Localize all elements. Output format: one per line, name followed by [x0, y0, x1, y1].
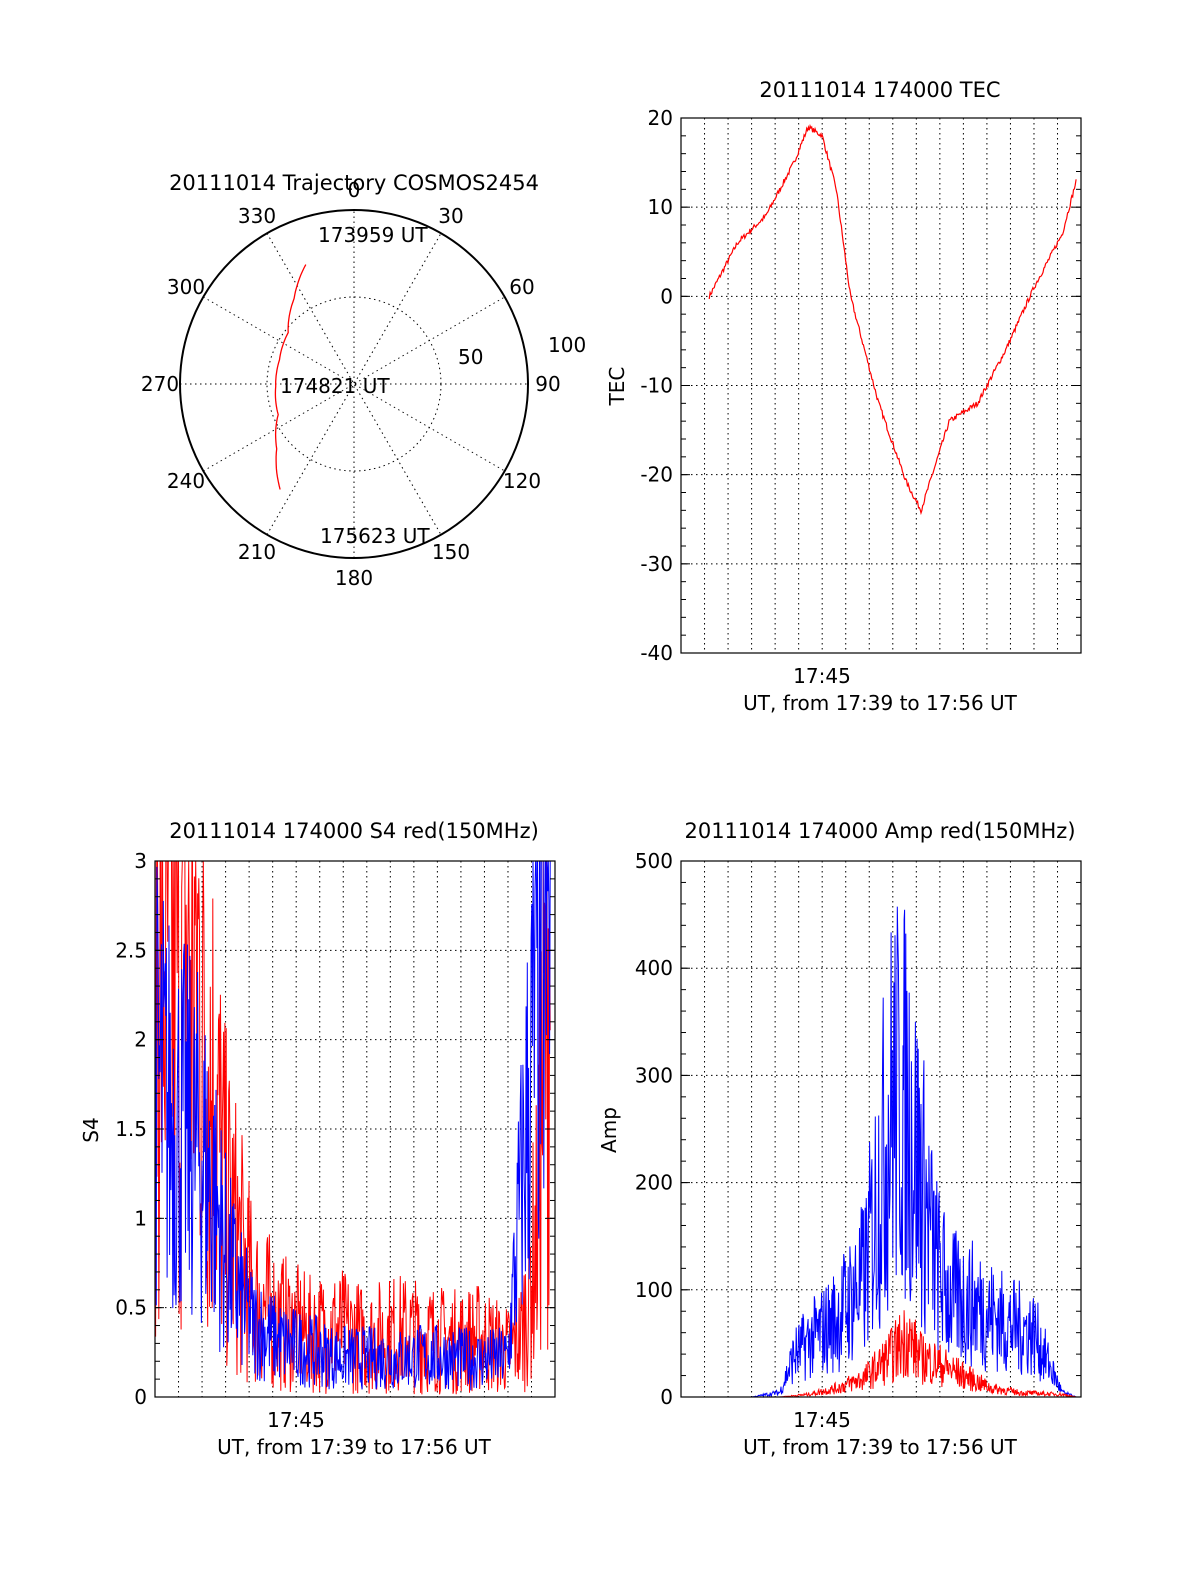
tec-grid	[681, 118, 1081, 653]
amp-panel: 20111014 174000 Amp red(150MHz) 0 100 200 3…	[597, 819, 1082, 1459]
trajectory-end-label: 175623 UT	[320, 524, 430, 548]
y-tick-label: -20	[640, 463, 673, 487]
polar-spoke	[203, 296, 505, 472]
trajectory-mid-label: 174821 UT	[280, 374, 390, 398]
s4-title: 20111014 174000 S4 red(150MHz)	[169, 819, 539, 843]
y-tick-label: 1	[134, 1206, 147, 1230]
tec-ylabel: TEC	[605, 367, 629, 407]
s4-ylabel: S4	[79, 1117, 103, 1142]
s4-xtick: 17:45	[267, 1408, 325, 1432]
amp-title: 20111014 174000 Amp red(150MHz)	[684, 819, 1075, 843]
y-tick-label: 20	[648, 106, 673, 130]
radial-label-100: 100	[548, 333, 586, 357]
tec-series	[708, 123, 1077, 516]
polar-angle-label: 300	[167, 275, 205, 299]
y-tick-label: 300	[635, 1063, 673, 1087]
polar-angle-label: 330	[238, 204, 276, 228]
polar-spoke	[266, 233, 442, 535]
radial-label-50: 50	[458, 345, 483, 369]
amp-xlabel: UT, from 17:39 to 17:56 UT	[743, 1435, 1018, 1459]
polar-angle-label: 240	[167, 469, 205, 493]
tec-xtick: 17:45	[793, 664, 851, 688]
amp-ylabel: Amp	[597, 1107, 621, 1153]
y-tick-label: 400	[635, 956, 673, 980]
polar-outer-circle	[179, 209, 529, 559]
polar-angle-label: 90	[535, 372, 560, 396]
y-tick-label: 100	[635, 1278, 673, 1302]
tec-xlabel: UT, from 17:39 to 17:56 UT	[743, 691, 1018, 715]
trajectory-panel: 20111014 Trajectory COSMOS2454 0 30 60 90 12…	[141, 171, 586, 590]
polar-angle-label: 150	[432, 540, 470, 564]
trajectory-start-label: 173959 UT	[318, 223, 428, 247]
y-tick-label: 10	[648, 195, 673, 219]
polar-grid	[180, 210, 528, 558]
amp-y-ticks: 0 100 200 300 400 500	[635, 849, 1081, 1409]
polar-angle-label: 60	[509, 275, 534, 299]
y-tick-label: 500	[635, 849, 673, 873]
y-tick-label: 3	[134, 849, 147, 873]
s4-y-ticks: 0 0.5 1 1.5 2 2.5 3	[115, 849, 555, 1409]
amp-grid	[681, 861, 1081, 1397]
s4-panel: 20111014 174000 S4 red(150MHz) 0 0.5 1 1.5 2…	[79, 819, 556, 1459]
y-tick-label: -30	[640, 552, 673, 576]
polar-angle-label: 180	[335, 566, 373, 590]
y-tick-label: -10	[640, 374, 673, 398]
trajectory-title: 20111014 Trajectory COSMOS2454	[169, 171, 539, 195]
y-tick-label: 2	[134, 1028, 147, 1052]
y-tick-label: 0	[660, 284, 673, 308]
y-tick-label: 2.5	[115, 938, 147, 962]
s4-xlabel: UT, from 17:39 to 17:56 UT	[217, 1435, 492, 1459]
tec-y-ticks: -40 -30 -20 -10 0 10 20	[640, 106, 1081, 665]
polar-angle-label: 30	[438, 204, 463, 228]
polar-spoke	[203, 296, 505, 472]
amp-red-series	[709, 1310, 1077, 1398]
polar-angle-label: 0	[348, 178, 361, 202]
y-tick-label: 200	[635, 1171, 673, 1195]
y-tick-label: -40	[640, 641, 673, 665]
y-tick-label: 0	[660, 1385, 673, 1409]
polar-angle-labels: 0 30 60 90 120 150 180 210 240 270 300 330	[141, 178, 561, 590]
polar-angle-label: 120	[503, 469, 541, 493]
polar-angle-label: 270	[141, 372, 179, 396]
amp-xtick: 17:45	[793, 1408, 851, 1432]
polar-spoke	[266, 233, 442, 535]
tec-title: 20111014 174000 TEC	[759, 78, 1000, 102]
s4-blue-series	[154, 860, 551, 1391]
y-tick-label: 0	[134, 1385, 147, 1409]
amp-frame	[680, 860, 1082, 1398]
tec-panel: 20111014 174000 TEC -40 -30 -20 -10 0 10 20 TE…	[605, 78, 1082, 715]
y-tick-label: 0.5	[115, 1296, 147, 1320]
amp-blue-series	[709, 906, 1077, 1399]
y-tick-label: 1.5	[115, 1117, 147, 1141]
trajectory-track	[274, 264, 307, 490]
polar-angle-label: 210	[238, 540, 276, 564]
